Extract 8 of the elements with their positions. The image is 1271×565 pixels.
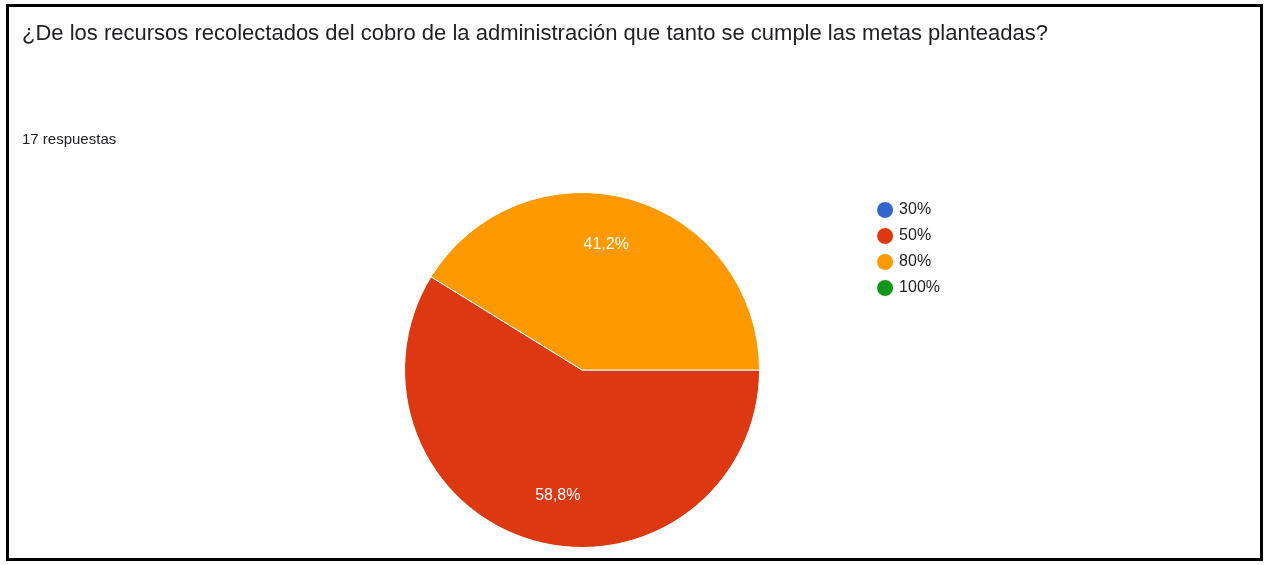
legend-label: 100% [899, 278, 940, 296]
legend-label: 80% [899, 252, 932, 270]
legend-label: 30% [899, 200, 932, 218]
legend-label: 50% [899, 226, 932, 244]
data-label: 58,8% [535, 485, 581, 503]
data-label: 41,2% [583, 235, 629, 253]
chart-title: ¿De los recursos recolectados del cobro de la administración que tanto se cumple las metas planteadas? [22, 19, 1049, 47]
text: 17 respuestas [22, 130, 117, 147]
